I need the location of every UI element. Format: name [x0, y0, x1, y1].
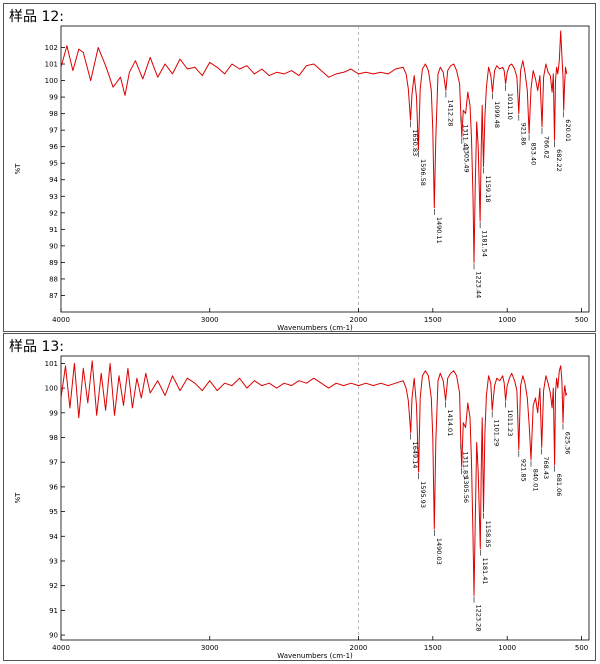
x-tick-label: 4000: [52, 644, 70, 652]
y-tick-label: 90: [49, 242, 58, 250]
peak-label: 1412.28: [446, 99, 454, 126]
peak-label: 682.22: [555, 149, 563, 172]
peak-label: 1490.03: [435, 538, 443, 565]
peak-label: 1596.58: [419, 159, 427, 186]
x-tick-label: 4000: [52, 316, 70, 324]
y-tick-label: 96: [49, 143, 58, 151]
peak-label: 1649.14: [411, 442, 419, 469]
y-tick-label: 97: [49, 459, 58, 467]
peak-label: 1223.44: [475, 271, 483, 298]
x-tick-label: 2000: [350, 644, 368, 652]
x-axis-label: Wavenumbers (cm-1): [277, 324, 353, 331]
x-tick-label: 1500: [424, 316, 442, 324]
y-tick-label: 93: [49, 557, 58, 565]
spectrum-line: [60, 360, 568, 596]
y-tick-label: 88: [49, 275, 58, 283]
peak-label: 766.62: [543, 136, 551, 159]
peak-label: 1011.10: [506, 93, 514, 120]
y-tick-label: 95: [49, 508, 58, 516]
y-tick-label: 93: [49, 193, 58, 201]
panel-title: 样品 13:: [9, 339, 64, 355]
panel-title: 样品 12:: [9, 9, 64, 25]
peak-label: 1158.85: [484, 521, 492, 548]
spectrum-line: [60, 30, 568, 263]
y-tick-label: 100: [45, 385, 58, 393]
y-tick-label: 94: [49, 176, 58, 184]
x-tick-label: 500: [575, 644, 588, 652]
peak-label: 1101.29: [493, 419, 501, 446]
ir-spectrum-chart-12: 87 88 89 90 91 92 93 94 95 96 97 98 99 100 101 102 4000 3…: [14, 25, 590, 331]
peak-label: 1181.41: [481, 558, 489, 585]
x-tick-label: 1000: [498, 644, 516, 652]
y-tick-label: 92: [49, 582, 58, 590]
peak-label: 921.85: [519, 459, 527, 482]
x-tick-label: 2000: [350, 316, 368, 324]
peak-label: 1305.49: [462, 146, 470, 173]
peak-label: 1099.48: [493, 101, 501, 128]
y-tick-label: 101: [45, 61, 58, 69]
peak-label: 1650.83: [411, 129, 419, 156]
peak-label: 1181.54: [481, 230, 489, 257]
y-tick-label: 99: [49, 409, 58, 417]
y-axis-label: %T: [14, 163, 22, 175]
peak-label: 1223.28: [475, 605, 483, 632]
x-tick-label: 1500: [424, 644, 442, 652]
y-tick-label: 98: [49, 110, 58, 118]
x-tick-label: 1000: [498, 316, 516, 324]
peak-label: 1311.41: [461, 124, 469, 151]
plot-frame: [60, 25, 590, 313]
x-tick-label: 500: [575, 316, 588, 324]
y-tick-label: 90: [49, 632, 58, 640]
peak-label: 840.01: [531, 469, 539, 492]
y-tick-label: 100: [45, 77, 58, 85]
peak-label: 1311.83: [461, 451, 469, 478]
y-tick-label: 96: [49, 483, 58, 491]
y-tick-label: 89: [49, 259, 58, 267]
peak-label: 1414.01: [446, 409, 454, 436]
peak-label: 1159.18: [484, 176, 492, 203]
y-axis-label: %T: [14, 492, 22, 504]
peak-label: 1011.23: [506, 409, 514, 436]
x-tick-label: 3000: [201, 316, 219, 324]
x-tick-label: 3000: [201, 644, 219, 652]
y-tick-label: 92: [49, 209, 58, 217]
y-tick-label: 99: [49, 94, 58, 102]
y-tick-label: 94: [49, 533, 58, 541]
peak-label: 625.36: [563, 432, 571, 455]
y-tick-label: 87: [49, 292, 58, 300]
peak-label: 620.01: [564, 119, 572, 142]
y-tick-label: 91: [49, 607, 58, 615]
y-tick-label: 98: [49, 434, 58, 442]
peak-label: 1595.93: [419, 481, 427, 508]
plot-frame: [60, 355, 590, 641]
y-tick-label: 97: [49, 127, 58, 135]
peak-label: 1305.56: [462, 476, 470, 503]
peak-label: 1490.11: [435, 217, 443, 244]
peak-label: 681.06: [555, 474, 563, 497]
y-tick-label: 101: [45, 360, 58, 368]
y-tick-label: 91: [49, 226, 58, 234]
peak-label: 921.86: [519, 123, 527, 146]
spectrum-panel-12: 样品 12: 87 88 89 90 91 92 93 94 95 96 97 98 99 100 101 1…: [3, 3, 596, 332]
ir-spectrum-chart-13: 90 91 92 93 94 95 96 97 98 99 100 101 4000 3000 2000 15…: [14, 355, 590, 660]
peak-label: 853.40: [530, 142, 538, 165]
y-tick-label: 95: [49, 160, 58, 168]
peak-label: 768.43: [542, 456, 550, 479]
spectrum-panel-13: 样品 13: 90 91 92 93 94 95 96 97 98 99 100 101 4000 300…: [3, 333, 596, 661]
x-axis-label: Wavenumbers (cm-1): [277, 652, 353, 660]
y-tick-label: 102: [45, 44, 58, 52]
